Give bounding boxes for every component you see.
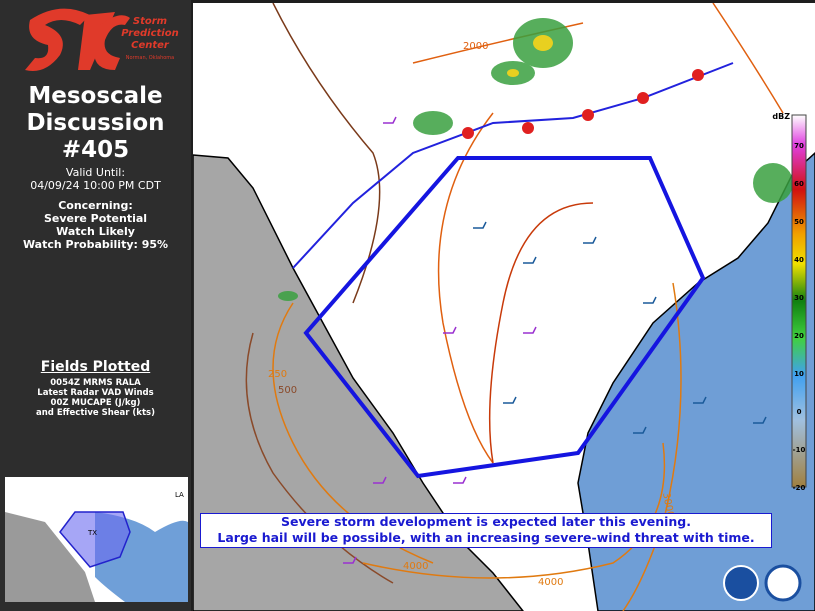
contour-label: 4000 [538,577,563,588]
valid-line: Valid Until: [65,166,126,179]
contour-label: 250 [268,369,287,380]
inset-label: LA [175,491,184,499]
inset-label: TX [87,529,97,537]
title-line: Discussion [26,110,165,136]
banner: Severe storm development is expected lat… [200,513,772,548]
colorbar-tick: 20 [794,332,804,340]
fields-title: Fields Plotted [40,359,151,375]
contour-label: 4000 [403,561,428,572]
logo-text: Center [131,40,170,51]
colorbar-tick: 70 [794,142,804,150]
inset-map: TX LA [5,477,188,602]
contour-label: 2000 [463,41,488,52]
title-line: #405 [61,137,130,163]
concerning-line: Watch Likely [56,225,135,238]
banner-line: Large hail will be possible, with an inc… [217,530,755,545]
logo-text: Storm [133,16,167,27]
colorbar-tick: 30 [794,294,804,302]
spc-logo: Storm Prediction Center Norman, Oklahoma [25,8,179,72]
colorbar-tick: -20 [793,484,806,492]
contour-label: 500 [278,385,297,396]
colorbar-tick: 10 [794,370,804,378]
title-line: Mesoscale [28,83,163,109]
map: 2000 250 500 4000 4000 3000 dBZ 70 60 50 40… [193,3,815,611]
valid-line: 04/09/24 10:00 PM CDT [30,179,161,192]
concerning-line: Severe Potential [43,212,148,225]
concerning-line: Watch Probability: 95% [22,238,169,251]
colorbar-tick: -10 [793,446,806,454]
colorbar-tick: 50 [794,218,804,226]
fields-line: Latest Radar VAD Winds [37,388,154,398]
logo-text: Prediction [121,28,178,39]
colorbar-label: dBZ [772,112,790,121]
noaa-logo [723,565,759,601]
colorbar: dBZ 70 60 50 40 30 20 10 0 -10 -20 [772,112,807,492]
fields-line: and Effective Shear (kts) [36,408,155,418]
nws-logo [764,564,802,602]
colorbar-tick: 0 [797,408,802,416]
logo-text: Norman, Oklahoma [126,55,175,61]
banner-line: Severe storm development is expected lat… [281,514,691,529]
colorbar-tick: 40 [794,256,804,264]
concerning-line: Concerning: [58,199,133,212]
fields-line: 00Z MUCAPE (J/kg) [50,398,141,408]
contour-label: 3000 [660,492,675,519]
colorbar-tick: 60 [794,180,804,188]
fields-line: 0054Z MRMS RALA [50,378,141,388]
